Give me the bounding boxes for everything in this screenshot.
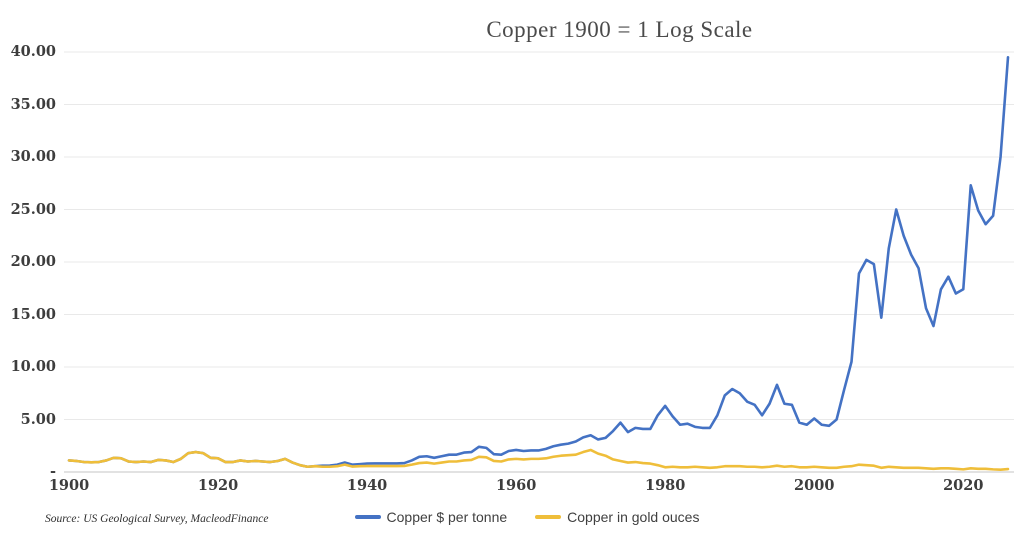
y-axis-label: 5.00: [20, 410, 56, 428]
y-axis-label: 25.00: [10, 200, 56, 218]
y-axis-label: 20.00: [10, 253, 56, 270]
y-axis-label: 15.00: [10, 305, 56, 323]
x-axis-label: 1960: [495, 477, 537, 494]
legend-label: Copper in gold ouces: [567, 509, 700, 525]
line-swatch-icon: [354, 515, 381, 519]
legend: Copper $ per tonne Copper in gold ouces: [30, 509, 1024, 525]
y-axis-label: 30.00: [10, 148, 56, 165]
x-axis-label: 1900: [48, 477, 90, 494]
x-axis-label: 1940: [346, 477, 388, 494]
legend-item-copper-gold: Copper in gold ouces: [535, 509, 699, 525]
y-axis-label: 35.00: [10, 95, 56, 113]
y-axis-label: -: [49, 463, 56, 480]
source-note: Source: US Geological Survey, MacleodFin…: [45, 513, 269, 525]
x-axis-label: 2020: [943, 477, 984, 494]
y-axis-label: 10.00: [10, 358, 56, 375]
line-swatch-icon: [535, 515, 562, 519]
legend-item-copper-usd: Copper $ per tonne: [354, 509, 508, 525]
chart-title: Copper 1900 = 1 Log Scale: [486, 17, 753, 42]
y-axis-label: 40.00: [10, 43, 56, 60]
x-axis-label: 2000: [794, 477, 835, 494]
series-line-copper-gold: [67, 448, 1010, 471]
x-axis-label: 1980: [645, 477, 686, 494]
x-axis-label: 1920: [197, 477, 239, 494]
legend-label: Copper $ per tonne: [386, 509, 508, 525]
